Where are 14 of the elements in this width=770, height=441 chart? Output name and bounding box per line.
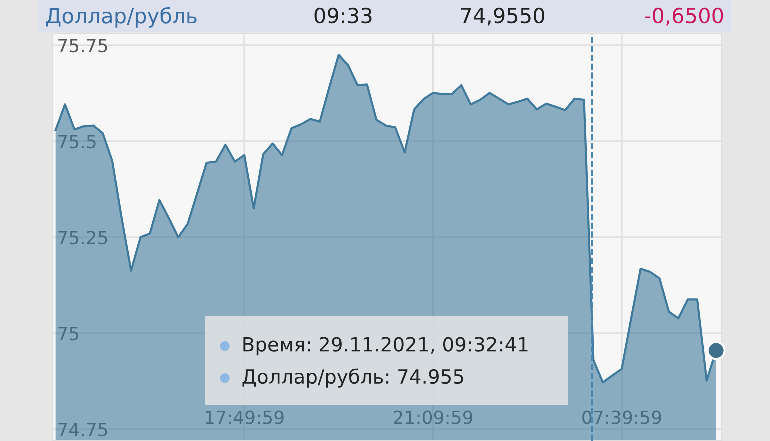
annotation: Время: 29.11.2021, 09:32:41 bbox=[244, 337, 528, 356]
annotation: Доллар/рубль: 74.955 bbox=[242, 368, 464, 388]
y-tick-label: 75.75 bbox=[58, 39, 108, 53]
y-tick-label: 75 bbox=[58, 327, 79, 341]
text: -0,6500 bbox=[645, 8, 724, 26]
text: 74,9550 bbox=[461, 8, 544, 26]
text: 09:33 bbox=[314, 8, 372, 24]
chart-title: Доллар/рубль bbox=[46, 7, 197, 28]
y-tick-label: 74.75 bbox=[58, 423, 108, 437]
x-tick-label: 21:09:59 bbox=[394, 410, 473, 424]
x-tick-label: 07:39:59 bbox=[582, 410, 662, 424]
y-tick-label: 75.25 bbox=[58, 230, 108, 245]
x-tick-label: 17:49:59 bbox=[206, 410, 284, 424]
y-tick-label: 75.5 bbox=[58, 135, 96, 149]
